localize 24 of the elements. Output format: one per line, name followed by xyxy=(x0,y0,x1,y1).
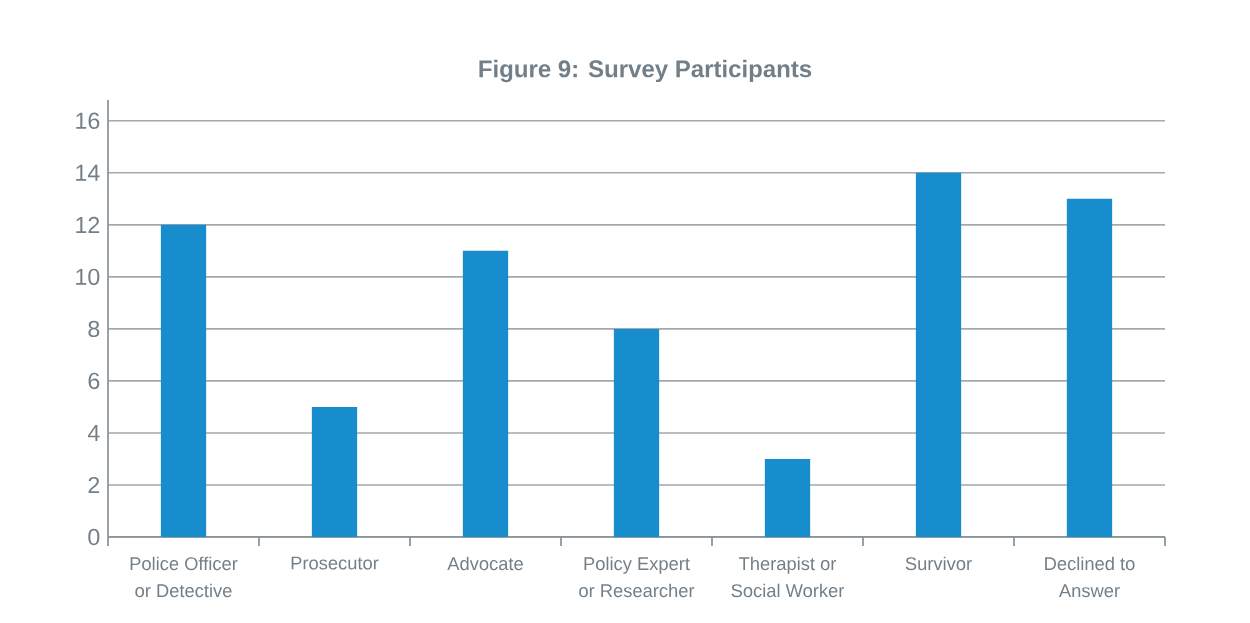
x-tick-label: Advocate xyxy=(447,556,523,571)
y-tick-label: 14 xyxy=(76,164,100,181)
x-tick-label: Policy Expert or Researcher xyxy=(579,556,695,598)
x-tick-label: Police Officer or Detective xyxy=(130,556,238,598)
bar xyxy=(764,458,811,537)
y-tick-label: 6 xyxy=(88,372,100,390)
y-tick-label: 12 xyxy=(76,216,100,233)
y-tick-label: 2 xyxy=(88,476,100,494)
bar xyxy=(1066,198,1113,537)
bar xyxy=(160,224,207,537)
y-tick-label: 4 xyxy=(87,424,100,441)
x-tick-label: Survivor xyxy=(905,556,972,571)
chart-title: Figure 9: Survey Participants xyxy=(479,59,812,83)
y-tick-label: 10 xyxy=(76,268,100,286)
bar xyxy=(462,250,509,537)
x-tick-label: Therapist or Social Worker xyxy=(731,556,845,598)
y-tick-label: 8 xyxy=(88,320,100,338)
bar xyxy=(311,406,358,537)
bar xyxy=(915,172,962,537)
x-tick-label: Declined to Answer xyxy=(1045,556,1135,598)
x-tick-label: Prosecutor xyxy=(291,556,379,570)
y-tick-label: 16 xyxy=(76,112,100,130)
y-tick-label: 0 xyxy=(88,528,100,546)
bar xyxy=(613,328,660,537)
